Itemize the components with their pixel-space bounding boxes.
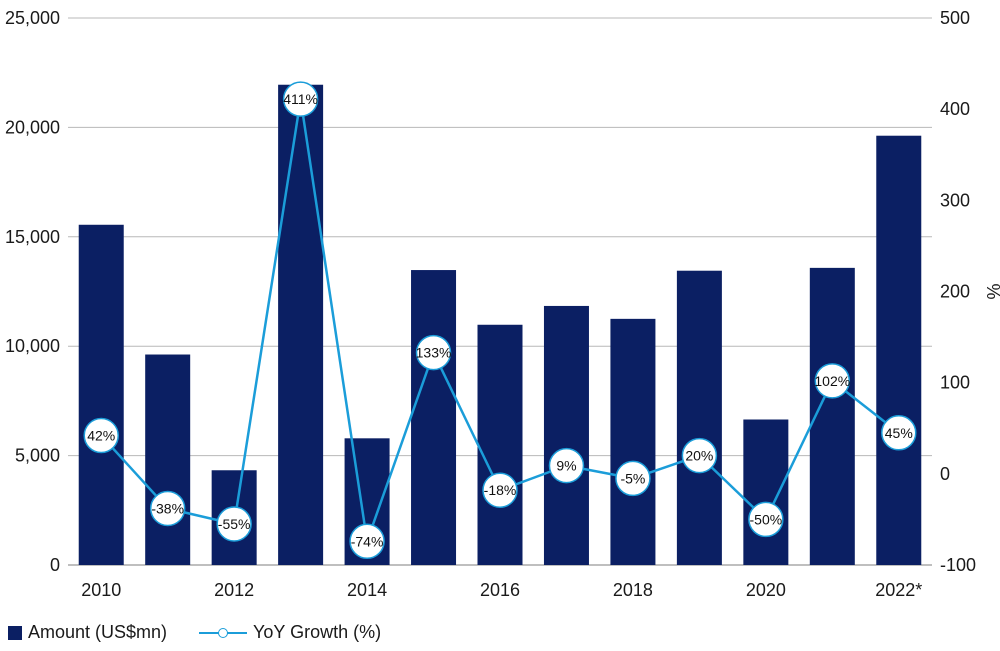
marker-circle [881, 415, 917, 451]
data-point: 20% [681, 437, 718, 474]
data-point: 102% [814, 363, 851, 399]
y-left-ticks: 0 5,000 10,000 15,000 20,000 25,000 [5, 8, 60, 575]
bar [78, 224, 124, 566]
legend-item-growth: YoY Growth (%) [199, 622, 381, 643]
data-point: -74% [349, 523, 385, 560]
marker-circle [415, 334, 452, 371]
data-label: -50% [750, 511, 783, 527]
legend-label-amount: Amount (US$mn) [28, 622, 168, 642]
marker-circle [814, 363, 851, 399]
legend-bar-swatch [8, 625, 22, 640]
y-left-tick-label: 25,000 [5, 8, 60, 28]
marker-circle [83, 417, 119, 454]
data-label: 20% [685, 448, 713, 464]
data-label: 9% [556, 458, 576, 474]
x-tick-label: 2022* [875, 580, 922, 600]
data-label: 45% [885, 425, 913, 441]
data-label: 102% [814, 373, 850, 389]
legend: Amount (US$mn) YoY Growth (%) [8, 622, 413, 643]
data-label: -38% [151, 500, 184, 516]
y-right-tick-label: 300 [940, 190, 970, 210]
data-label: -5% [620, 470, 645, 486]
data-label: 42% [87, 428, 115, 444]
y-right-tick-label: -100 [940, 555, 976, 575]
marker-circle [282, 81, 319, 117]
y-left-tick-label: 20,000 [5, 117, 60, 137]
x-tick-label: 2018 [613, 580, 653, 600]
data-point: -18% [482, 472, 518, 508]
bar [610, 318, 656, 565]
marker-circle [548, 447, 585, 484]
data-point: -55% [216, 506, 252, 542]
y-left-tick-label: 0 [50, 555, 60, 575]
bar [809, 267, 855, 565]
y-right-ticks: -100 0 100 200 300 400 500 [940, 8, 976, 575]
line-markers: 42% -38% -55% 411% -74% 133% -18% 9% -5% 20% -50% 1… [83, 81, 917, 560]
data-point: 133% [415, 334, 452, 371]
y-right-tick-label: 100 [940, 373, 970, 393]
data-point: 9% [548, 447, 585, 484]
data-label: -55% [218, 516, 251, 532]
bar [676, 270, 722, 565]
x-tick-label: 2020 [746, 580, 786, 600]
data-label: 411% [283, 91, 318, 107]
marker-circle [349, 523, 385, 560]
marker-circle [681, 437, 718, 474]
legend-line-swatch [199, 626, 248, 640]
marker-circle [482, 472, 518, 508]
marker-circle [216, 506, 252, 542]
x-tick-label: 2010 [81, 580, 121, 600]
data-label: -74% [351, 533, 384, 549]
y-right-axis-label: % [983, 283, 1000, 299]
data-label: -18% [484, 482, 517, 498]
y-left-tick-label: 5,000 [15, 446, 60, 466]
data-point: -38% [149, 490, 186, 527]
bar [278, 84, 324, 565]
y-right-tick-label: 0 [940, 464, 950, 484]
data-point: -50% [748, 501, 784, 538]
data-point: 42% [83, 417, 119, 454]
data-label: 133% [416, 345, 452, 361]
data-point: 411% [282, 81, 319, 117]
legend-item-amount: Amount (US$mn) [8, 622, 167, 643]
data-point: 45% [881, 415, 917, 451]
bar [543, 305, 589, 565]
bar [743, 419, 789, 565]
data-point: -5% [615, 460, 651, 497]
bar [876, 135, 922, 565]
x-tick-label: 2012 [214, 580, 254, 600]
legend-label-growth: YoY Growth (%) [253, 622, 382, 642]
bar [477, 324, 523, 565]
marker-circle [748, 501, 784, 538]
y-right-tick-label: 500 [940, 8, 970, 28]
y-right-tick-label: 200 [940, 282, 970, 302]
y-left-tick-label: 10,000 [5, 336, 60, 356]
x-tick-label: 2016 [480, 580, 520, 600]
bar [145, 354, 191, 565]
marker-circle [149, 490, 186, 527]
x-ticks: 2010 2012 2014 2016 2018 2020 2022* [81, 580, 922, 600]
y-left-tick-label: 15,000 [5, 227, 60, 247]
marker-circle [615, 460, 651, 497]
x-tick-label: 2014 [347, 580, 387, 600]
bar [411, 270, 457, 565]
y-right-tick-label: 400 [940, 99, 970, 119]
